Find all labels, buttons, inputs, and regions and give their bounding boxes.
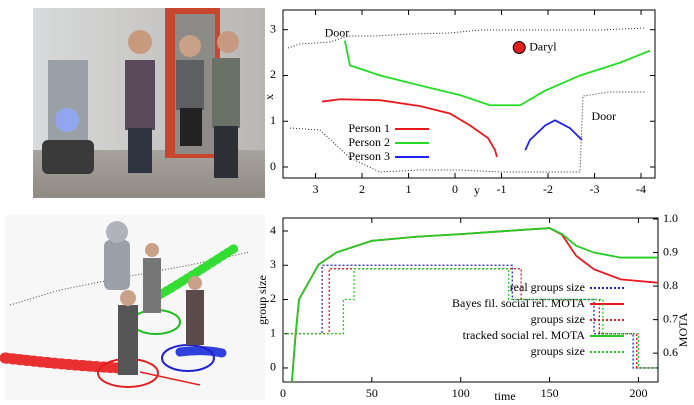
plot-frame bbox=[282, 217, 659, 383]
y-tick-label: 1 bbox=[270, 325, 276, 339]
x-tick-label: -3 bbox=[590, 182, 600, 196]
legend-label: Person 2 bbox=[348, 135, 390, 149]
annotation: Door bbox=[592, 109, 617, 123]
y2-tick-label: 1.0 bbox=[663, 211, 678, 225]
legend-label: Bayes fil. social rel. MOTA bbox=[452, 296, 585, 310]
legend-label: real groups size bbox=[510, 280, 585, 294]
series-line bbox=[283, 268, 658, 369]
y-tick-label: 3 bbox=[270, 257, 276, 271]
series-line bbox=[283, 268, 658, 369]
x-tick-label: 3 bbox=[313, 182, 319, 196]
y2-tick-label: 0.9 bbox=[663, 244, 678, 258]
photo bbox=[33, 8, 265, 198]
x-tick-label: -4 bbox=[636, 182, 646, 196]
y-tick-label: 1 bbox=[270, 113, 276, 127]
legend-label: groups size bbox=[531, 312, 585, 326]
series-line bbox=[283, 264, 658, 369]
walls bbox=[287, 27, 646, 173]
x-tick-label: -1 bbox=[497, 182, 507, 196]
x-tick-label: 1 bbox=[406, 182, 412, 196]
x-tick-label: 200 bbox=[629, 386, 647, 400]
y2-tick-label: 0.7 bbox=[663, 311, 678, 325]
x-tick-label: 2 bbox=[359, 182, 365, 196]
series-line bbox=[343, 40, 651, 107]
y-tick-label: 0 bbox=[270, 159, 276, 173]
x-tick-label: 150 bbox=[541, 386, 559, 400]
legend-label: tracked social rel. MOTA bbox=[463, 328, 586, 342]
x-tick-label: 0 bbox=[280, 386, 286, 400]
y2-tick-label: 0.8 bbox=[663, 278, 678, 292]
axis-label: MOTA bbox=[676, 312, 690, 347]
x-tick-label: 100 bbox=[452, 386, 470, 400]
annotation: Door bbox=[325, 26, 350, 40]
x-tick-label: 0 bbox=[452, 182, 458, 196]
marker bbox=[512, 41, 526, 55]
axis-label: x bbox=[262, 94, 276, 100]
y2-tick-label: 0.6 bbox=[663, 345, 678, 359]
axis-label: y bbox=[474, 183, 480, 197]
annotation: Daryl bbox=[529, 39, 557, 53]
y-tick-label: 3 bbox=[270, 21, 276, 35]
axis-label: group size bbox=[255, 275, 269, 325]
legend-label: Person 1 bbox=[348, 121, 390, 135]
y-tick-label: 4 bbox=[270, 223, 276, 237]
series-line bbox=[290, 227, 658, 383]
plot-frame bbox=[282, 9, 656, 179]
y-tick-label: 2 bbox=[270, 291, 276, 305]
legend-label: groups size bbox=[531, 344, 585, 358]
series-line bbox=[321, 98, 498, 158]
legend-label: Person 3 bbox=[348, 149, 390, 163]
y-tick-label: 0 bbox=[270, 360, 276, 374]
y-tick-label: 2 bbox=[270, 67, 276, 81]
x-tick-label: -2 bbox=[543, 182, 553, 196]
series-line bbox=[524, 119, 583, 151]
render bbox=[0, 215, 265, 400]
axis-label: time bbox=[494, 389, 515, 403]
x-tick-label: 50 bbox=[366, 386, 378, 400]
